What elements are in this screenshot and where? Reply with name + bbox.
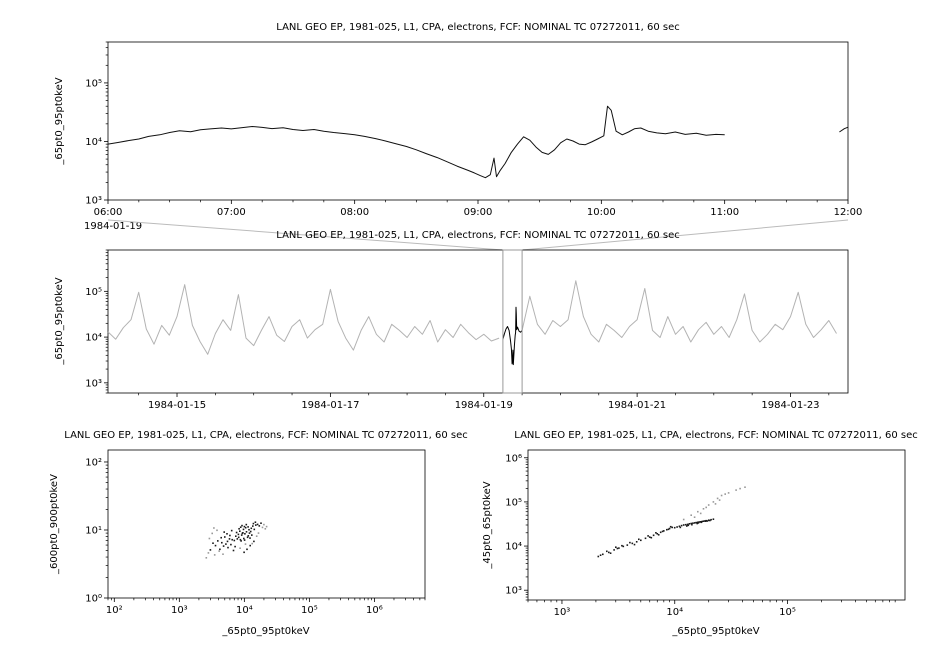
y-ticks-p1: 10³ 10⁴ 10⁵	[85, 41, 108, 207]
series-scatter-600-900-light	[205, 523, 268, 559]
y-tick-label: 10³	[505, 586, 522, 597]
x-tick-label: 10⁶	[366, 605, 383, 616]
y-tick-label: 10⁵	[85, 287, 102, 298]
series-flux-65-95keV-selected-interval	[502, 306, 523, 366]
y-ticks-p2: 10³ 10⁴ 10⁵	[85, 249, 108, 394]
panel2-title: LANL GEO EP, 1981-025, L1, CPA, electron…	[276, 230, 679, 241]
series-flux-65-95keV-zoom	[107, 105, 849, 179]
x-tick-label: 12:00	[834, 207, 863, 218]
y-tick-label: 10⁶	[505, 453, 522, 464]
panel-timeseries-context: LANL GEO EP, 1981-025, L1, CPA, electron…	[54, 230, 849, 411]
plot-area-p1[interactable]	[108, 42, 848, 200]
panel-scatter-600-900: LANL GEO EP, 1981-025, L1, CPA, electron…	[49, 430, 468, 637]
panel1-title: LANL GEO EP, 1981-025, L1, CPA, electron…	[276, 22, 679, 33]
panel3-title: LANL GEO EP, 1981-025, L1, CPA, electron…	[64, 430, 467, 441]
panel4-y-axis-label[interactable]: _45pt0_65pt0keV	[482, 481, 493, 569]
panel4-x-axis-label[interactable]: _65pt0_95pt0keV	[671, 626, 759, 637]
y-tick-label: 10⁰	[85, 594, 102, 605]
x-tick-label: 10⁵	[779, 607, 796, 618]
series-flux-65-95keV-context	[107, 280, 837, 355]
y-tick-label: 10⁴	[85, 137, 102, 148]
plot-frame-p2	[107, 249, 849, 394]
zoom-connector-right	[522, 219, 849, 251]
y-tick-label: 10¹	[85, 525, 102, 536]
x-tick-label: 10:00	[587, 207, 616, 218]
y-tick-label: 10³	[85, 196, 102, 207]
series-scatter-45-65-dark	[597, 518, 715, 558]
zoom-connector-left	[107, 219, 503, 251]
y-ticks-p4: 10³ 10⁴ 10⁵ 10⁶	[505, 453, 528, 601]
y-tick-label: 10⁵	[505, 497, 522, 508]
x-tick-label: 10²	[106, 605, 123, 616]
zoom-connectors	[107, 219, 849, 251]
x-ticks-p2: 1984-01-15 1984-01-17 1984-01-19 1984-01-21…	[138, 393, 830, 411]
panel1-y-axis-label[interactable]: _65pt0_95pt0keV	[54, 77, 65, 165]
x-tick-label: 1984-01-23	[761, 400, 819, 411]
series-scatter-45-65-light	[682, 486, 746, 521]
x-tick-label: 08:00	[340, 207, 369, 218]
plot-p1-render: 06:00 07:00 08:00 09:00 10:00 11:00 12:0010³10…	[85, 41, 863, 218]
series-scatter-600-900-dark	[209, 521, 262, 554]
x-tick-label: 1984-01-15	[148, 400, 206, 411]
context-selection-box[interactable]	[502, 249, 523, 394]
plot-p4-render: 10³ 10⁴ 10⁵ 10³ 10⁴ 10⁵ 10⁶	[505, 449, 906, 618]
x-tick-label: 10⁴	[666, 607, 683, 618]
panel4-title: LANL GEO EP, 1981-025, L1, CPA, electron…	[514, 430, 917, 441]
plot-area-p3[interactable]	[108, 450, 425, 598]
plot-frame-p3	[107, 449, 426, 599]
panel-timeseries-zoom: LANL GEO EP, 1981-025, L1, CPA, electron…	[54, 22, 862, 232]
panel1-date-context-label: 1984-01-19	[84, 221, 142, 232]
x-ticks-p3: 10² 10³ 10⁴ 10⁵ 10⁶	[106, 598, 426, 616]
x-ticks-p1: 06:00 07:00 08:00 09:00 10:00 11:00 12:00	[94, 200, 863, 218]
panel2-y-axis-label[interactable]: _65pt0_95pt0keV	[54, 277, 65, 365]
x-tick-label: 07:00	[217, 207, 246, 218]
x-tick-label: 10⁴	[236, 605, 253, 616]
x-tick-label: 1984-01-17	[301, 400, 359, 411]
x-tick-label: 10³	[171, 605, 188, 616]
plot-area-p2[interactable]	[108, 250, 848, 393]
x-tick-label: 10⁵	[301, 605, 318, 616]
y-tick-label: 10⁵	[85, 78, 102, 89]
y-ticks-p3: 10⁰ 10¹ 10²	[85, 457, 108, 605]
y-tick-label: 10⁴	[85, 333, 102, 344]
panel3-y-axis-label[interactable]: _600pt0_900pt0keV	[49, 474, 60, 575]
plot-area-p4[interactable]	[528, 450, 905, 600]
y-tick-label: 10⁴	[505, 542, 522, 553]
plot-p3-render: 10² 10³ 10⁴ 10⁵ 10⁶ 10⁰ 10¹ 10²	[85, 449, 426, 616]
x-tick-label: 09:00	[464, 207, 493, 218]
x-tick-label: 11:00	[710, 207, 739, 218]
x-tick-label: 06:00	[94, 207, 123, 218]
y-tick-label: 10²	[85, 457, 102, 468]
x-tick-label: 10³	[554, 607, 571, 618]
y-tick-label: 10³	[85, 378, 102, 389]
x-tick-label: 1984-01-21	[608, 400, 666, 411]
panel3-x-axis-label[interactable]: _65pt0_95pt0keV	[221, 626, 309, 637]
x-tick-label: 1984-01-19	[455, 400, 513, 411]
plot-p2-render: 1984-01-15 1984-01-17 1984-01-19 1984-01-21…	[85, 249, 849, 411]
x-ticks-p4: 10³ 10⁴ 10⁵	[527, 600, 896, 618]
panel-scatter-45-65: LANL GEO EP, 1981-025, L1, CPA, electron…	[482, 430, 918, 637]
